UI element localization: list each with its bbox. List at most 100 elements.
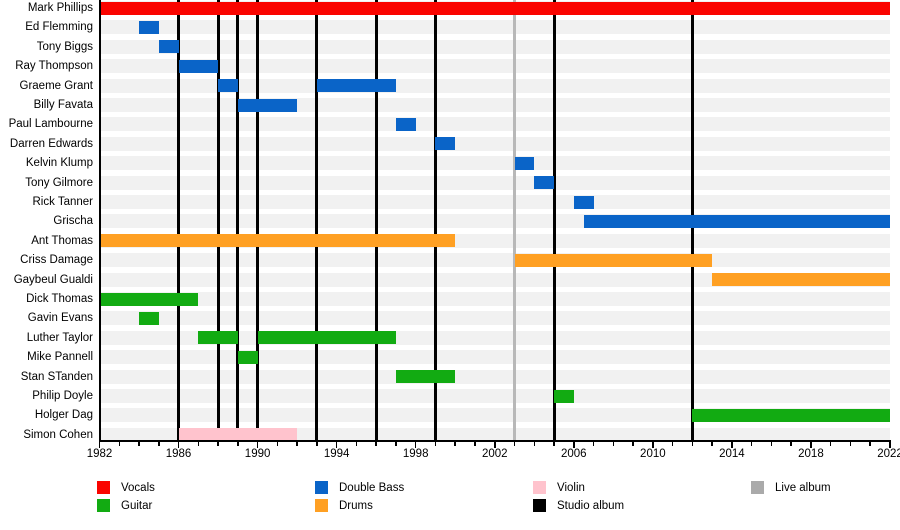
legend-item-violin: Violin bbox=[533, 481, 585, 494]
legend-swatch-double_bass bbox=[315, 481, 328, 494]
member-label: Tony Biggs bbox=[36, 40, 93, 53]
tenure-bar-guitar bbox=[198, 331, 238, 345]
member-label: Ray Thompson bbox=[15, 60, 93, 73]
tenure-bar-double_bass bbox=[514, 156, 535, 170]
minor-tick bbox=[474, 442, 476, 446]
member-label: Ant Thomas bbox=[31, 234, 93, 247]
major-tick bbox=[335, 442, 338, 448]
y-axis-line bbox=[98, 0, 101, 440]
legend-label: Studio album bbox=[557, 499, 625, 512]
minor-tick bbox=[849, 442, 852, 446]
minor-tick bbox=[691, 442, 694, 446]
member-label: Stan STanden bbox=[20, 370, 93, 383]
tenure-bar-guitar bbox=[395, 370, 456, 384]
year-label: 2018 bbox=[798, 448, 824, 460]
minor-tick bbox=[316, 442, 318, 446]
minor-tick bbox=[671, 442, 674, 446]
year-label: 2014 bbox=[719, 448, 745, 460]
legend-label: Violin bbox=[557, 481, 585, 494]
member-label: Dick Thomas bbox=[26, 293, 93, 305]
member-label: Darren Edwards bbox=[9, 137, 93, 150]
member-label: Graeme Grant bbox=[19, 79, 94, 92]
member-label: Rick Tanner bbox=[32, 196, 93, 208]
tenure-bar-double_bass bbox=[395, 117, 416, 131]
year-label: 1994 bbox=[323, 448, 350, 460]
minor-tick bbox=[553, 442, 555, 446]
major-tick bbox=[652, 442, 654, 448]
studio-album-line bbox=[216, 0, 220, 440]
member-label: Billy Favata bbox=[33, 99, 93, 111]
tenure-bar-vocals bbox=[99, 1, 890, 15]
legend-swatch-guitar bbox=[97, 499, 110, 512]
tenure-bar-double_bass bbox=[218, 79, 238, 93]
year-label: 2022 bbox=[877, 448, 900, 460]
minor-tick bbox=[138, 442, 140, 446]
minor-tick bbox=[454, 442, 456, 446]
minor-tick bbox=[217, 442, 219, 446]
studio-album-line bbox=[433, 0, 437, 440]
member-label: Criss Damage bbox=[20, 254, 93, 267]
tenure-bar-guitar bbox=[139, 311, 159, 325]
minor-tick bbox=[750, 442, 753, 446]
year-label: 2006 bbox=[561, 448, 587, 460]
legend-item-drums: Drums bbox=[315, 499, 373, 512]
minor-tick bbox=[592, 442, 595, 446]
tenure-bar-guitar bbox=[237, 350, 258, 364]
tenure-bar-guitar bbox=[692, 408, 890, 422]
tenure-bar-drums bbox=[712, 273, 890, 287]
minor-tick bbox=[296, 442, 298, 446]
major-tick bbox=[177, 442, 180, 448]
legend-item-vocals: Vocals bbox=[97, 481, 155, 494]
tenure-bar-double_bass bbox=[178, 59, 219, 73]
minor-tick bbox=[355, 442, 358, 446]
tenure-bar-guitar bbox=[554, 389, 574, 403]
legend-label: Double Bass bbox=[339, 481, 405, 494]
member-label: Kelvin Klump bbox=[25, 157, 93, 170]
legend-item-guitar: Guitar bbox=[97, 499, 152, 512]
studio-album-line bbox=[552, 0, 556, 440]
member-label: Luther Taylor bbox=[26, 331, 93, 344]
live-album-line bbox=[513, 0, 516, 440]
legend-swatch-vocals bbox=[97, 481, 110, 494]
member-label: Ed Flemming bbox=[25, 21, 93, 34]
year-label: 1998 bbox=[402, 448, 429, 460]
member-label: Gaybeul Gualdi bbox=[13, 273, 93, 286]
member-label: Grischa bbox=[53, 215, 93, 228]
legend-label: Live album bbox=[775, 481, 831, 494]
legend-swatch-violin bbox=[533, 481, 546, 494]
tenure-bar-drums bbox=[99, 234, 456, 248]
major-tick bbox=[573, 442, 575, 448]
legend-label: Drums bbox=[339, 499, 373, 512]
legend-swatch-live_album bbox=[751, 481, 764, 494]
tenure-bar-guitar bbox=[99, 292, 199, 306]
studio-album-line bbox=[236, 0, 240, 440]
member-label: Simon Cohen bbox=[23, 428, 93, 441]
major-tick bbox=[98, 442, 101, 448]
year-label: 1982 bbox=[86, 448, 113, 460]
tenure-bar-double_bass bbox=[316, 79, 396, 93]
minor-tick bbox=[770, 442, 773, 446]
tenure-bar-double_bass bbox=[158, 40, 179, 54]
studio-album-line bbox=[177, 0, 181, 440]
minor-tick bbox=[533, 442, 536, 446]
member-label: Gavin Evans bbox=[27, 312, 93, 325]
year-label: 2002 bbox=[481, 448, 508, 460]
studio-album-line bbox=[315, 0, 319, 440]
year-label: 1986 bbox=[165, 448, 192, 460]
major-tick bbox=[414, 442, 417, 448]
minor-tick bbox=[118, 442, 120, 446]
minor-tick bbox=[612, 442, 615, 446]
x-axis-line bbox=[98, 440, 891, 442]
year-label: 2010 bbox=[640, 448, 666, 460]
tenure-bar-guitar bbox=[257, 331, 396, 345]
studio-album-line bbox=[374, 0, 378, 440]
major-tick bbox=[889, 442, 891, 448]
legend-item-studio_album: Studio album bbox=[533, 499, 624, 512]
minor-tick bbox=[395, 442, 397, 446]
minor-tick bbox=[237, 442, 239, 446]
major-tick bbox=[731, 442, 733, 448]
major-tick bbox=[256, 442, 259, 448]
minor-tick bbox=[276, 442, 279, 446]
year-label: 1990 bbox=[244, 448, 271, 460]
